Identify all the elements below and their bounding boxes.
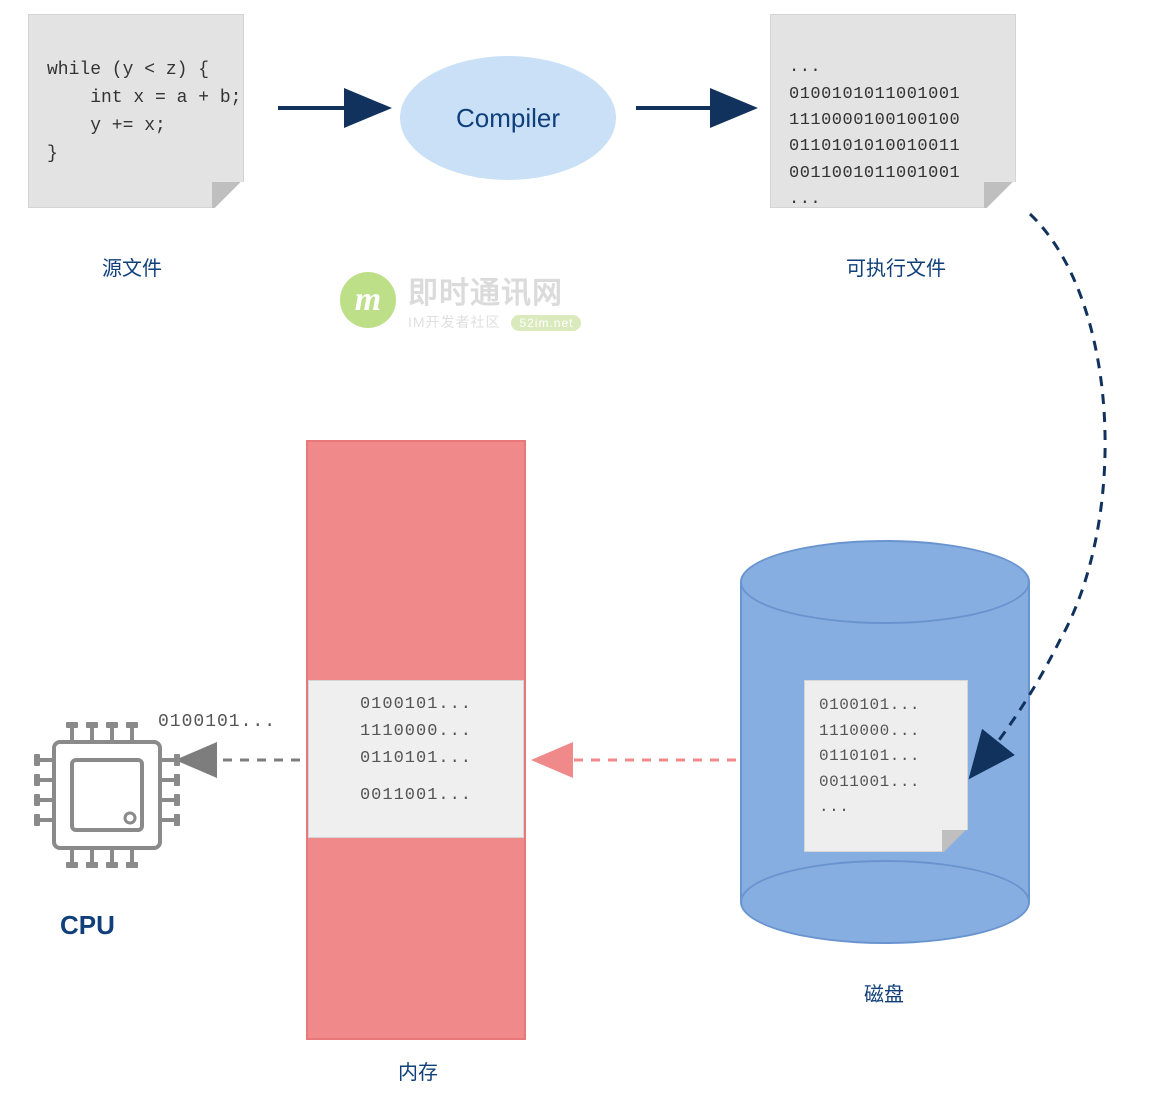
page-fold-icon	[212, 182, 244, 208]
watermark-pill: 52im.net	[511, 315, 581, 331]
disk-bottom	[740, 860, 1030, 944]
disk-caption: 磁盘	[854, 978, 914, 1007]
watermark-title: 即时通讯网	[408, 268, 581, 312]
cpu-caption: CPU	[60, 910, 115, 941]
source-file-note: while (y < z) { int x = a + b; y += x; }	[28, 14, 244, 208]
disk-line: 0011001...	[819, 770, 953, 796]
memory-caption: 内存	[388, 1056, 448, 1085]
disk-line: ...	[819, 795, 953, 821]
mem-line: 0110101...	[360, 749, 472, 768]
page-fold-icon	[984, 182, 1016, 208]
disk-line: 0100101...	[819, 693, 953, 719]
cpu-chip-icon	[34, 722, 180, 868]
source-code-text: while (y < z) { int x = a + b; y += x; }	[47, 60, 241, 164]
mem-line: 0011001...	[360, 786, 472, 805]
disk-line: 1110000...	[819, 719, 953, 745]
watermark-subtitle: IM开发者社区 52im.net	[408, 312, 581, 332]
executable-caption: 可执行文件	[836, 252, 956, 281]
diagram-stage: while (y < z) { int x = a + b; y += x; }…	[0, 0, 1162, 1106]
executable-binary-text: ... 0100101011001001 1110000100100100 01…	[789, 58, 960, 209]
mem-line: 0100101...	[360, 695, 472, 714]
disk-top	[740, 540, 1030, 624]
watermark-text: 即时通讯网 IM开发者社区 52im.net	[408, 268, 581, 332]
executable-file-note: ... 0100101011001001 1110000100100100 01…	[770, 14, 1016, 208]
compiler-node: Compiler	[400, 56, 616, 180]
compiler-label: Compiler	[456, 103, 560, 134]
disk-line: 0110101...	[819, 744, 953, 770]
instruction-stream-label: 0100101...	[158, 712, 276, 732]
disk-file-note: 0100101... 1110000... 0110101... 0011001…	[804, 680, 968, 852]
watermark: m 即时通讯网 IM开发者社区 52im.net	[340, 268, 581, 332]
page-fold-icon	[942, 830, 968, 852]
source-caption: 源文件	[92, 252, 172, 281]
mem-line: 1110000...	[360, 722, 472, 741]
memory-slot: 0100101... 1110000... 0110101... 0011001…	[308, 680, 524, 838]
watermark-logo-icon: m	[340, 272, 396, 328]
